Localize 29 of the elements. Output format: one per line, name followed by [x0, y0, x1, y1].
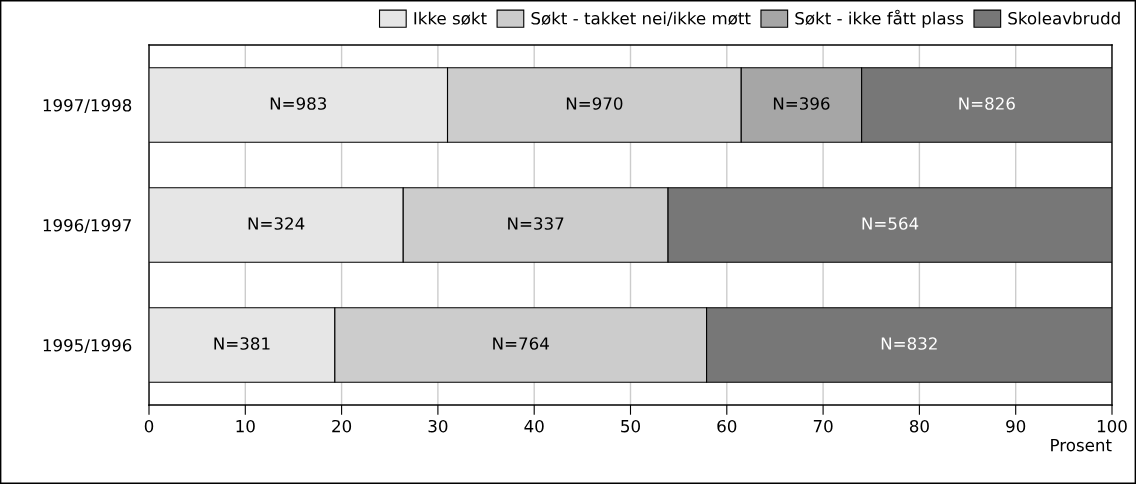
legend-label: Søkt - takket nei/ikke møtt: [531, 11, 751, 26]
x-tick-label: 0: [144, 419, 154, 433]
y-tick-label: 1995/1996: [43, 338, 132, 353]
annotation: N=983: [270, 97, 327, 110]
x-tick-label: 50: [621, 419, 640, 433]
legend-label: Ikke søkt: [414, 11, 487, 26]
annotation: N=324: [248, 217, 305, 230]
x-tick-label: 100: [1097, 419, 1127, 433]
legend-label: Søkt - ikke fått plass: [795, 9, 964, 28]
y-tick-label: 1997/1998: [43, 98, 132, 113]
annotation: N=832: [881, 337, 937, 350]
x-tick-label: 80: [909, 419, 929, 433]
annotation: N=381: [214, 337, 270, 350]
x-tick-label: 20: [332, 419, 352, 433]
x-tick-label: 10: [236, 419, 255, 433]
annotation: N=970: [566, 97, 623, 110]
annotation: N=396: [773, 97, 830, 110]
annotation: N=564: [862, 217, 919, 230]
annotation: N=764: [493, 337, 549, 350]
x-tick-label: 30: [428, 419, 448, 433]
x-tick-label: 60: [717, 419, 737, 433]
annotation: N=337: [508, 217, 564, 230]
y-tick-label: 1996/1997: [43, 218, 131, 233]
x-tick-label: 90: [1006, 419, 1026, 433]
annotation: N=826: [959, 97, 1015, 110]
x-tick-label: 70: [813, 419, 833, 433]
legend-label: Skoleavbrudd: [1008, 11, 1120, 25]
x-axis-title: Prosent: [1051, 439, 1112, 452]
x-tick-label: 40: [524, 419, 544, 433]
